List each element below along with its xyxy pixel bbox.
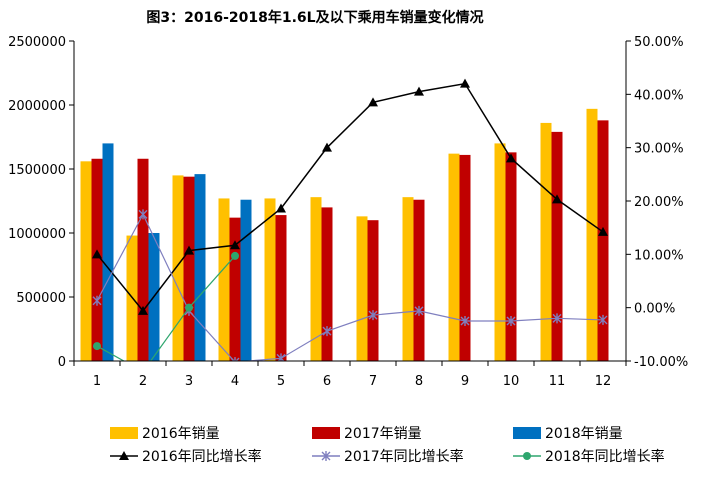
x-tick-label: 8: [415, 374, 423, 389]
bar-2-7: [367, 220, 379, 361]
bar-2-12: [597, 120, 609, 361]
y-left-tick-label: 500000: [16, 291, 66, 306]
bar-3-4: [240, 199, 252, 361]
bar-1-10: [494, 143, 506, 361]
bar-2-10: [505, 152, 517, 361]
legend-label: 2016年同比增长率: [142, 448, 262, 465]
line-point-3-1: [93, 342, 101, 351]
bar-3-1: [102, 143, 114, 361]
line-point-1-6: [322, 142, 332, 152]
bar-2-3: [183, 176, 195, 361]
x-tick-label: 10: [503, 374, 520, 389]
bar-1-8: [402, 197, 414, 361]
y-left-tick-label: 0: [58, 355, 66, 370]
y-left-tick-label: 2500000: [8, 35, 66, 50]
legend-label: 2017年销量: [344, 426, 422, 442]
line-point-2-9: [460, 316, 470, 326]
line-point-3-3: [185, 303, 193, 312]
y-right-tick-label: 50.00%: [634, 35, 684, 50]
line-point-2-4: [230, 357, 240, 361]
bar-3-3: [194, 174, 206, 361]
bar-2-2: [137, 158, 149, 361]
lines-layer: [92, 78, 608, 361]
line-point-1-4: [230, 240, 240, 250]
legend-marker-2: [321, 451, 331, 461]
y-left-tick-label: 1000000: [8, 227, 66, 242]
y-right-tick-label: 30.00%: [634, 142, 684, 157]
line-point-1-5: [276, 203, 286, 213]
axes-layer: 0 500000 1000000 1500000 2000000 2500000 -10.0…: [8, 35, 688, 389]
legend: 2016年销量 2017年销量 2018年销量 2016年同比增长率 2017年同比增长…: [110, 426, 665, 465]
line-point-1-7: [368, 97, 378, 107]
line-series-1: [96, 82, 604, 313]
x-tick-label: 5: [277, 374, 285, 389]
line-series-3: [96, 255, 236, 361]
bar-1-5: [264, 198, 276, 361]
bar-1-6: [310, 197, 322, 361]
chart-title: 图3：2016-2018年1.6L及以下乘用车销量变化情况: [146, 9, 483, 26]
line-point-3-4: [231, 251, 239, 260]
line-point-1-1: [92, 249, 102, 259]
bar-2-11: [551, 131, 563, 361]
x-tick-label: 11: [549, 374, 566, 389]
legend-label: 2018年同比增长率: [545, 448, 665, 465]
bar-2-5: [275, 215, 287, 361]
y-right-tick-label: 40.00%: [634, 88, 684, 103]
y-right-tick-label: 20.00%: [634, 195, 684, 210]
bar-1-1: [80, 161, 92, 361]
bar-2-1: [91, 158, 103, 361]
line-point-2-10: [506, 316, 516, 326]
y-left-tick-label: 1500000: [8, 163, 66, 178]
legend-swatch-1: [110, 427, 138, 439]
bar-1-9: [448, 153, 460, 361]
line-point-2-1: [92, 295, 102, 306]
line-point-1-9: [460, 78, 470, 88]
line-point-2-8: [414, 305, 424, 316]
line-point-2-2: [138, 209, 148, 220]
bar-1-4: [218, 198, 230, 361]
legend-marker-1: [119, 451, 129, 460]
line-point-1-10: [506, 153, 516, 163]
line-point-2-7: [368, 310, 378, 321]
bars-layer: [80, 108, 609, 361]
line-series-2: [96, 213, 604, 361]
legend-label: 2018年销量: [545, 426, 623, 442]
line-point-1-3: [184, 245, 194, 255]
line-point-2-6: [322, 326, 332, 337]
y-right-tick-label: 0.00%: [634, 302, 675, 317]
x-tick-label: 4: [231, 374, 239, 389]
x-tick-label: 6: [323, 374, 331, 389]
legend-label: 2016年销量: [142, 426, 220, 442]
legend-label: 2017年同比增长率: [344, 448, 464, 465]
line-point-1-8: [414, 86, 424, 96]
y-right-tick-label: 10.00%: [634, 248, 684, 263]
x-tick-label: 2: [139, 374, 147, 389]
legend-swatch-2: [312, 427, 340, 439]
bar-2-8: [413, 199, 425, 361]
bar-1-11: [540, 122, 552, 361]
bar-2-9: [459, 154, 471, 361]
bar-1-7: [356, 216, 368, 361]
line-point-1-12: [598, 226, 608, 236]
line-point-1-11: [552, 194, 562, 204]
line-point-2-12: [598, 314, 608, 325]
bar-1-12: [586, 108, 598, 361]
bar-2-6: [321, 207, 333, 361]
line-point-1-2: [138, 305, 148, 315]
bar-2-4: [229, 217, 241, 361]
y-right-tick-label: -10.00%: [634, 355, 688, 370]
line-point-2-11: [552, 313, 562, 324]
x-tick-label: 3: [185, 374, 193, 389]
legend-marker-3: [523, 452, 531, 460]
legend-swatch-3: [513, 427, 541, 439]
bar-1-3: [172, 175, 184, 361]
x-tick-label: 12: [595, 374, 612, 389]
x-tick-label: 1: [93, 374, 101, 389]
x-tick-label: 9: [461, 374, 469, 389]
y-left-tick-label: 2000000: [8, 99, 66, 114]
x-tick-label: 7: [369, 374, 377, 389]
